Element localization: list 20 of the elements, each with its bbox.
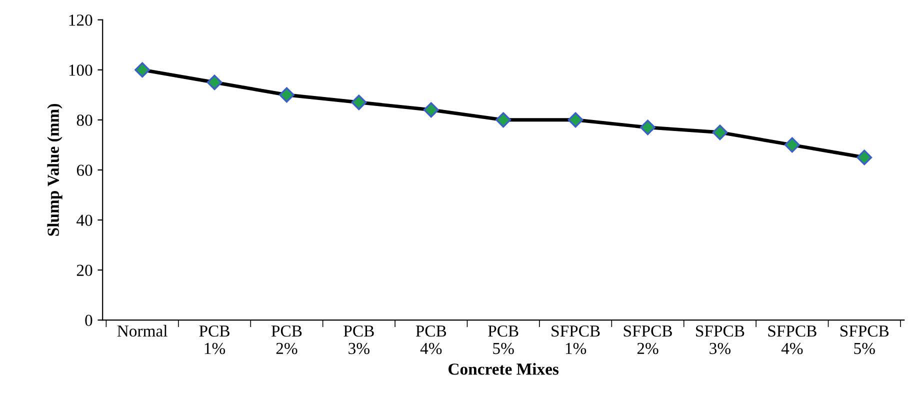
y-axis-title: Slump Value (mm)	[47, 104, 62, 236]
y-tick-label: 40	[76, 214, 92, 226]
x-tick-label: PCB 2%	[271, 325, 302, 354]
y-tick-label: 60	[76, 164, 92, 176]
y-tick-label: 100	[69, 64, 92, 76]
x-tick-label: SFPCB 5%	[840, 325, 889, 354]
x-axis-title: Concrete Mixes	[448, 363, 559, 375]
x-tick-label: SFPCB 3%	[696, 325, 744, 354]
x-tick-label: Normal	[117, 324, 168, 337]
x-tick-label: SFPCB 2%	[624, 325, 672, 354]
y-tick-label: 120	[69, 14, 92, 26]
x-tick-label: PCB 1%	[199, 325, 230, 354]
x-tick-label: PCB 5%	[488, 325, 518, 354]
x-tick-label: PCB 3%	[344, 325, 374, 354]
x-tick-label: SFPCB 1%	[552, 325, 600, 354]
y-tick-label: 20	[76, 264, 92, 276]
x-tick-label: PCB 4%	[416, 325, 446, 354]
x-tick-label: SFPCB 4%	[768, 325, 816, 354]
y-tick-label: 80	[76, 114, 92, 126]
y-tick-label: 0	[85, 314, 92, 326]
